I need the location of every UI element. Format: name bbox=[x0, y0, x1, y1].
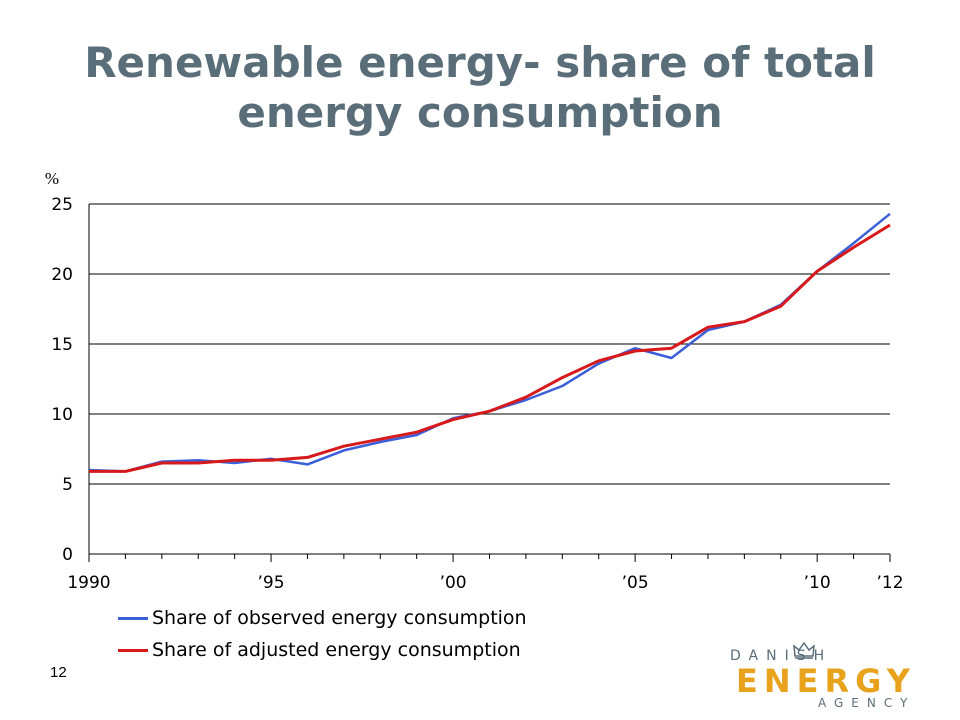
logo-word-agency: AGENCY bbox=[818, 696, 916, 710]
y-tick-label: 15 bbox=[51, 335, 73, 355]
legend-label-adjusted: Share of adjusted energy consumption bbox=[152, 639, 521, 661]
chart-legend: Share of observed energy consumption Sha… bbox=[118, 602, 527, 666]
crown-icon bbox=[793, 641, 815, 659]
page-number: 12 bbox=[50, 664, 67, 681]
x-tick-label: ’05 bbox=[622, 573, 649, 593]
gridlines bbox=[89, 203, 890, 485]
logo-word-energy: ENERGY bbox=[736, 662, 916, 700]
legend-item-observed: Share of observed energy consumption bbox=[118, 602, 527, 634]
y-tick-label: 5 bbox=[62, 475, 73, 495]
series-line-adjusted bbox=[89, 223, 891, 473]
y-tick-label: 10 bbox=[51, 405, 73, 425]
x-tick-label: ’12 bbox=[876, 573, 903, 593]
slide-title-line2: energy consumption bbox=[237, 88, 723, 137]
y-axis-unit-label: % bbox=[45, 169, 59, 188]
axes: 0 5 10 15 20 25 1990 ’95 ’00 ’05 ’10 ’12 bbox=[51, 195, 903, 593]
danish-energy-agency-logo: DANISH ENERGY AGENCY bbox=[730, 638, 930, 718]
slide-title: Renewable energy- share of total energy … bbox=[0, 38, 960, 138]
x-tick-label: ’95 bbox=[258, 573, 285, 593]
legend-swatch-observed bbox=[118, 616, 148, 620]
logo-word-danish: DANISH bbox=[730, 648, 833, 664]
legend-item-adjusted: Share of adjusted energy consumption bbox=[118, 634, 527, 666]
legend-label-observed: Share of observed energy consumption bbox=[152, 607, 527, 629]
y-tick-label: 25 bbox=[51, 195, 73, 215]
series-lines bbox=[88, 212, 891, 473]
y-tick-label: 20 bbox=[51, 265, 73, 285]
y-tick-label: 0 bbox=[62, 545, 73, 565]
x-tick-label: 1990 bbox=[67, 573, 110, 593]
legend-swatch-adjusted bbox=[118, 648, 148, 652]
series-line-observed bbox=[88, 212, 891, 473]
x-tick-label: ’00 bbox=[440, 573, 467, 593]
x-tick-label: ’10 bbox=[804, 573, 831, 593]
slide-title-line1: Renewable energy- share of total bbox=[84, 38, 876, 87]
